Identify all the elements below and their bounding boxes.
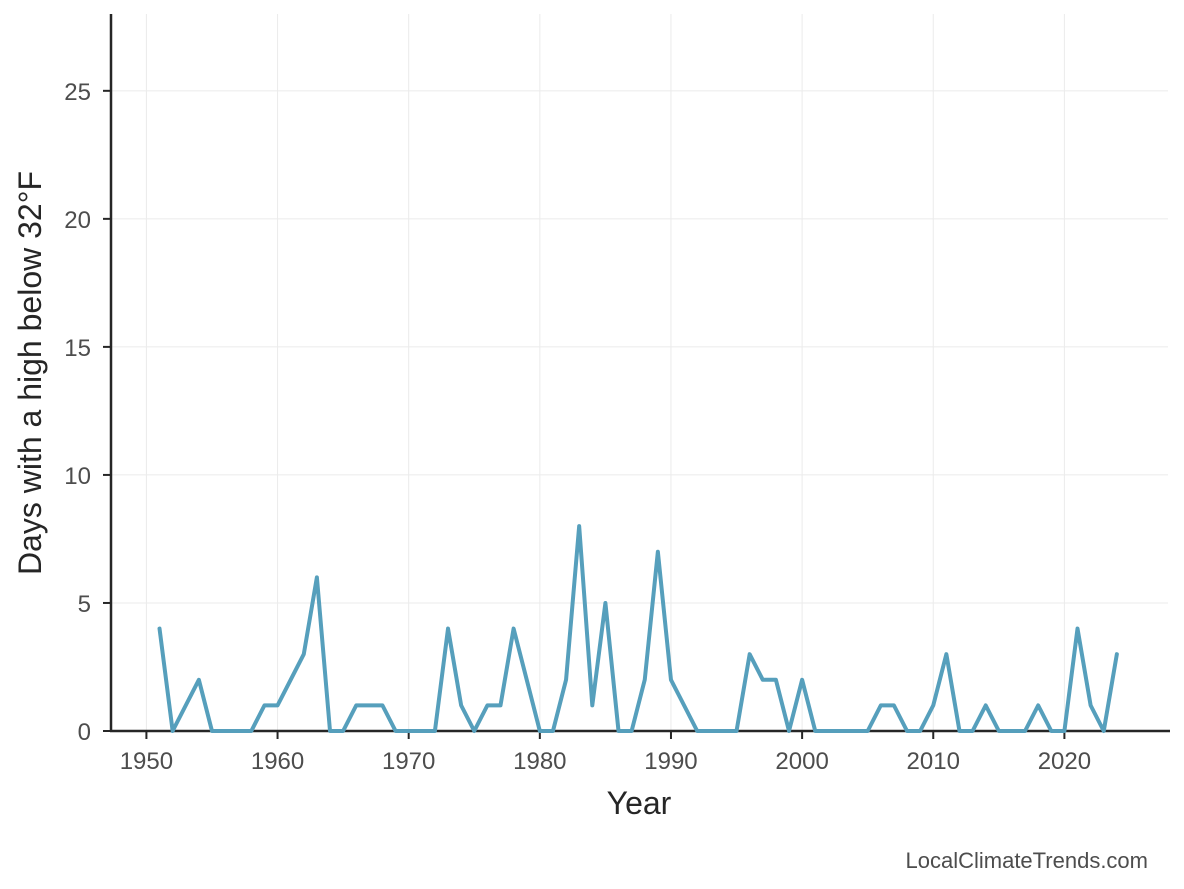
y-tick-label: 5 <box>78 591 91 618</box>
ticks: 1950 1960 1970 1980 1990 2000 2010 2020 0 5 10 15 20… <box>64 79 1091 775</box>
x-tick-label: 1960 <box>251 748 304 775</box>
y-tick-label: 10 <box>64 463 91 490</box>
x-tick-label: 2000 <box>775 748 828 775</box>
y-tick-label: 15 <box>64 335 91 362</box>
x-tick-label: 2010 <box>907 748 960 775</box>
grid <box>111 14 1168 731</box>
y-tick-label: 20 <box>64 207 91 234</box>
y-tick-label: 0 <box>78 719 91 746</box>
x-tick-label: 1990 <box>644 748 697 775</box>
x-tick-label: 1950 <box>120 748 173 775</box>
series-line <box>157 524 1119 733</box>
y-tick-label: 25 <box>64 79 91 106</box>
credit-text: LocalClimateTrends.com <box>905 848 1149 873</box>
x-tick-label: 1980 <box>513 748 566 775</box>
y-axis-label: Days with a high below 32°F <box>12 171 48 575</box>
x-tick-label: 1970 <box>382 748 435 775</box>
x-axis-label: Year <box>607 785 672 821</box>
x-tick-label: 2020 <box>1038 748 1091 775</box>
axes <box>109 14 1170 733</box>
